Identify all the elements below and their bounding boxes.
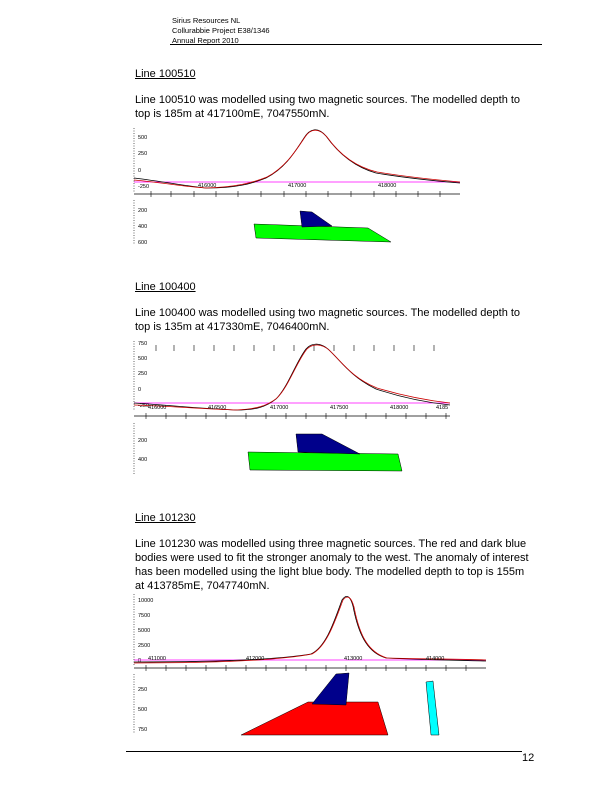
header-divider — [170, 44, 542, 45]
depth-label: 400 — [138, 224, 147, 230]
company-name: Sirius Resources NL — [172, 16, 241, 25]
profile-label: 750 — [138, 341, 147, 347]
profile-label: 500 — [138, 356, 147, 362]
profile-label: 250 — [138, 371, 147, 377]
depth-axis-labels: 200 400 — [138, 438, 147, 463]
dark-blue-magnetic-body — [295, 433, 361, 455]
red-magnetic-body — [240, 701, 389, 736]
easting-label: 417000 — [288, 183, 306, 189]
depth-label: 400 — [138, 457, 147, 463]
profile-label: -250 — [138, 403, 149, 409]
profile-label: 250 — [138, 151, 147, 157]
page-number: 12 — [522, 752, 535, 764]
profile-label: 0 — [138, 658, 141, 664]
easting-label: 413000 — [344, 656, 362, 662]
depth-label: 200 — [138, 438, 147, 444]
section-text-line-100510: Line 100510 was modelled using two magne… — [135, 94, 521, 120]
green-magnetic-body — [253, 223, 392, 243]
depth-label: 200 — [138, 208, 147, 214]
calculated-curve — [133, 596, 487, 664]
easting-label: 417000 — [270, 405, 288, 411]
profile-label: 10000 — [138, 598, 153, 604]
profile-label: 0 — [138, 387, 141, 393]
magnetic-model-plot-2: 750 500 250 0 -250 416000 416500 417000 … — [133, 341, 451, 475]
calculated-curve — [133, 129, 461, 189]
calculated-curve — [133, 344, 451, 411]
report-title: Annual Report 2010 — [172, 36, 239, 45]
dark-blue-magnetic-body — [299, 210, 333, 228]
easting-label: 411000 — [148, 656, 166, 662]
easting-label: 418000 — [378, 183, 396, 189]
profile-axis-labels: 500 250 0 -250 — [138, 135, 149, 190]
easting-label: 416500 — [208, 405, 226, 411]
depth-label: 250 — [138, 687, 147, 693]
profile-axis-labels: 10000 7500 5000 2500 0 — [138, 598, 153, 664]
project-name: Collurabbie Project E38/1346 — [172, 26, 270, 35]
light-blue-magnetic-body — [425, 680, 440, 736]
section-text-line-100400: Line 100400 was modelled using two magne… — [135, 307, 521, 333]
easting-axis-labels: 411000 412000 413000 414000 — [148, 656, 444, 662]
magnetic-model-figure-line-100400: 750 500 250 0 -250 416000 416500 417000 … — [126, 337, 456, 477]
easting-label: 414000 — [426, 656, 444, 662]
section-heading-line-100400: Line 100400 — [135, 281, 196, 293]
section-heading-line-100510: Line 100510 — [135, 68, 196, 80]
section-heading-line-101230: Line 101230 — [135, 512, 196, 524]
easting-axis-labels: 416000 417000 418000 — [198, 183, 396, 189]
profile-label: 0 — [138, 168, 141, 174]
easting-label: 416000 — [148, 405, 166, 411]
section-text-line-101230: Line 101230 was modelled using three mag… — [135, 538, 529, 592]
profile-axis-labels: 750 500 250 0 -250 — [138, 341, 149, 409]
profile-label: 2500 — [138, 643, 150, 649]
magnetic-model-figure-line-100510: 500 250 0 -250 416000 417000 418000 200 … — [126, 120, 466, 250]
top-ticks — [155, 345, 435, 351]
easting-ticks — [145, 413, 447, 419]
easting-label: 417500 — [330, 405, 348, 411]
observed-curve — [133, 595, 487, 663]
easting-axis-labels: 416000 416500 417000 417500 418000 4185 — [148, 405, 448, 411]
easting-label: 418000 — [390, 405, 408, 411]
profile-label: 5000 — [138, 628, 150, 634]
depth-axis-labels: 250 500 750 — [138, 687, 147, 733]
observed-curve — [133, 343, 451, 411]
profile-label: 500 — [138, 135, 147, 141]
depth-axis-labels: 200 400 600 — [138, 208, 147, 246]
magnetic-model-plot-3: 10000 7500 5000 2500 0 411000 412000 413… — [133, 594, 487, 736]
depth-label: 600 — [138, 240, 147, 246]
dark-blue-magnetic-body — [311, 672, 350, 706]
magnetic-model-plot-1: 500 250 0 -250 416000 417000 418000 200 … — [133, 128, 461, 246]
depth-label: 500 — [138, 707, 147, 713]
profile-label: 7500 — [138, 613, 150, 619]
easting-label: 412000 — [246, 656, 264, 662]
easting-label: 4185 — [436, 405, 448, 411]
depth-label: 750 — [138, 727, 147, 733]
easting-ticks — [150, 191, 441, 197]
profile-label: -250 — [138, 184, 149, 190]
report-header: Sirius Resources NL Collurabbie Project … — [172, 16, 270, 46]
observed-curve — [133, 129, 461, 189]
easting-ticks — [145, 665, 467, 671]
magnetic-model-figure-line-101230: 10000 7500 5000 2500 0 411000 412000 413… — [126, 592, 496, 742]
easting-label: 416000 — [198, 183, 216, 189]
green-magnetic-body — [247, 451, 403, 472]
footer-divider — [126, 751, 522, 752]
